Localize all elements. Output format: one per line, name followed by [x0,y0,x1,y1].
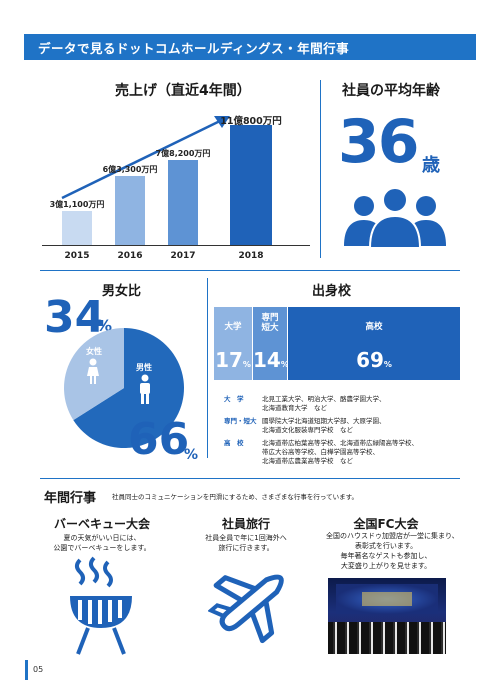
male-icon [140,374,150,404]
event-desc-line: 夏の天気がいい日には、 [63,534,141,542]
sales-year-label: 2017 [170,251,196,261]
page-number-marker [25,660,28,680]
male-percent-sign: % [184,447,199,463]
school-detail-line: 北見工業大学、明治大学、酪農学園大学、 [262,395,386,403]
sales-axis [42,245,310,246]
school-highschool-pct: 69 [356,348,384,372]
event-desc-line: 大変盛り上がりを見せます。 [340,562,432,570]
event-desc-line: 表彰式を行います。 [354,542,418,550]
people-icon [344,187,446,248]
sales-bar-label: 3億1,100万円 [49,200,105,210]
female-percent-sign: % [96,316,113,335]
event-desc-line: 旅行に行きます。 [218,544,274,552]
event-bbq-desc: 夏の天気がいい日には、 公園でバーベキューをします。 [52,533,152,553]
sales-bar-2018 [230,125,272,245]
average-age-unit: 歳 [422,155,440,176]
school-vocational-pct: 14 [253,348,281,372]
sales-title: 売上げ（直近4年間） [115,83,251,99]
average-age-value: 36 [338,107,419,177]
sales-bar-label: 11億800万円 [220,116,282,127]
header-bar [24,34,476,60]
events-title: 年間行事 [44,491,97,506]
female-percent: 34 [44,292,106,343]
school-detail-line: 北海道帯広農業高等学校 など [262,457,353,465]
divider [207,278,208,458]
event-fc-desc: 全国のハウスドゥ加盟店が一堂に集まり、 表彰式を行います。 毎年著名なゲストも参… [326,531,459,571]
school-university-box: 大学 17% [214,307,252,380]
school-university-pct: 17 [215,348,243,372]
event-fc-title: 全国FC大会 [353,517,419,531]
school-title: 出身校 [312,284,352,299]
school-detail-line: 國學院大学北海道短期大学部、大原学園、 [262,417,386,425]
bbq-grill-icon [70,556,132,655]
growth-arrow-icon [61,116,230,200]
event-trip-title: 社員旅行 [221,517,270,531]
sales-bar-2016 [115,176,145,245]
school-vocational-box: 専門 短大 14% [253,307,289,380]
sales-bar-2017 [168,160,198,245]
sales-year-label: 2015 [64,251,90,261]
event-desc-line: 公園でバーベキューをします。 [53,544,151,552]
sales-bar-label: 7億8,200万円 [155,149,211,159]
female-icon [87,358,99,384]
age-title: 社員の平均年齢 [342,83,440,99]
pct-sign: % [280,360,289,369]
divider [40,478,460,479]
school-university-label: 大学 [224,322,242,332]
school-detail-line: 北海道帯広柏葉高等学校、北海道帯広緑陽高等学校、 [262,439,418,447]
page-number: 05 [33,665,44,674]
female-label: 女性 [86,347,102,356]
sales-bar-2015 [62,211,92,245]
airplane-icon [208,574,284,644]
divider [320,80,321,258]
pie-slice-male [73,328,184,448]
school-detail-line: 北海道教育大学 など [262,404,327,412]
school-highschool-box: 高校 69% [288,307,460,380]
event-bbq-title: バーベキュー大会 [53,517,150,531]
events-subtitle: 社員同士のコミュニケーションを円滑にするため、さまざまな行事を行っています。 [112,493,358,501]
school-detail-key: 専門・短大 [224,417,257,425]
event-desc-line: 社員全員で年に1回海外へ [205,534,287,542]
school-detail-line: 帯広大谷高等学校、白樺学園高等学校、 [262,448,379,456]
sales-year-label: 2018 [238,251,264,261]
school-detail-key: 高 校 [224,439,244,447]
gender-title: 男女比 [102,284,142,299]
school-detail-line: 北海道文化服装専門学校 など [262,426,353,434]
school-vocational-label: 専門 短大 [261,313,279,333]
male-percent: 66 [128,414,190,465]
sales-year-label: 2016 [117,251,143,261]
event-desc-line: 毎年著名なゲストも参加し、 [340,552,432,560]
event-desc-line: 全国のハウスドゥ加盟店が一堂に集まり、 [326,532,459,540]
event-trip-desc: 社員全員で年に1回海外へ 旅行に行きます。 [196,533,296,553]
school-highschool-label: 高校 [365,322,383,332]
male-label: 男性 [136,363,152,372]
page-title: データで見るドットコムホールディングス・年間行事 [38,41,350,56]
school-detail-key: 大 学 [224,395,244,403]
pct-sign: % [242,360,251,369]
event-photo [328,578,446,654]
pct-sign: % [383,360,392,369]
divider [40,270,460,271]
sales-bar-label: 6億3,300万円 [102,165,158,175]
